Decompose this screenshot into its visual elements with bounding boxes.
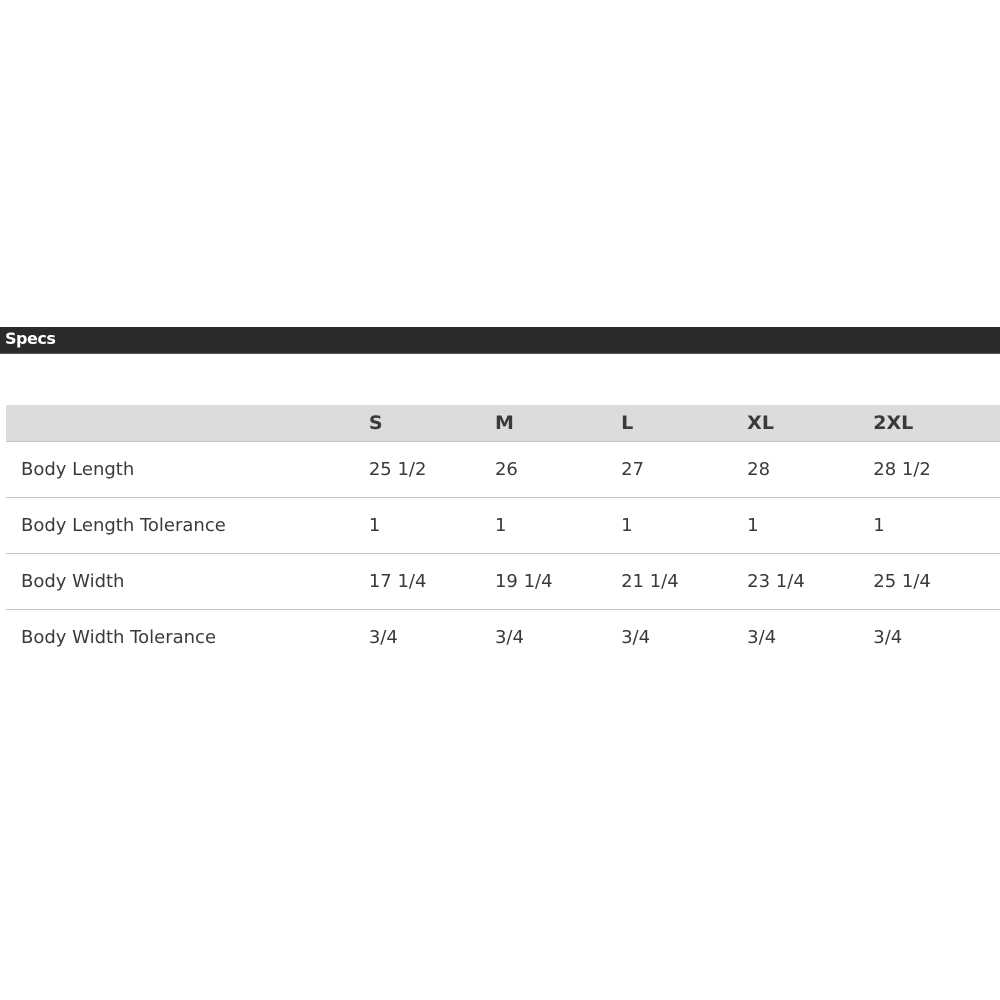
table-row: Body Width Tolerance 3/4 3/4 3/4 3/4 3/4 — [6, 609, 1000, 665]
table-cell: 1 — [621, 514, 633, 536]
table-cell: 23 1/4 — [747, 570, 805, 592]
table-cell: 3/4 — [747, 626, 777, 648]
table-cell: 3/4 — [494, 626, 524, 648]
column-header-xl: XL — [747, 411, 774, 434]
table-cell: 21 1/4 — [621, 570, 679, 592]
column-header-m: M — [494, 411, 514, 434]
table-cell: 26 — [494, 458, 518, 480]
table-cell: 3/4 — [368, 626, 398, 648]
table-cell: 25 1/2 — [368, 458, 427, 480]
section-title: Specs — [5, 329, 56, 348]
table-cell: 3/4 — [621, 626, 651, 648]
table-cell: 19 1/4 — [494, 570, 553, 592]
row-label: Body Width — [21, 570, 125, 592]
specs-table: S M L XL 2XL Body Length 25 1/2 26 27 28 28 1… — [6, 405, 1000, 665]
table-cell: 25 1/4 — [873, 570, 931, 592]
column-header — [6, 405, 369, 441]
row-label: Body Length Tolerance — [21, 514, 226, 536]
table-cell: 28 1/2 — [873, 458, 931, 480]
table-cell: 1 — [747, 514, 759, 536]
table-cell: 28 — [747, 458, 771, 480]
table-cell: 17 1/4 — [368, 570, 427, 592]
table-cell: 1 — [873, 514, 885, 536]
column-header-2xl: 2XL — [873, 411, 914, 434]
table-cell: 27 — [621, 458, 644, 480]
table-header-row: S M L XL 2XL — [6, 405, 1000, 441]
table-cell: 1 — [494, 514, 507, 536]
table-row: Body Length 25 1/2 26 27 28 28 1/2 — [6, 441, 1000, 497]
column-header-l: L — [621, 411, 634, 434]
table-cell: 1 — [368, 514, 381, 536]
table-cell: 3/4 — [873, 626, 903, 648]
section-header-bar: Specs — [0, 327, 1000, 354]
table-row: Body Length Tolerance 1 1 1 1 1 — [6, 497, 1000, 553]
row-label: Body Width Tolerance — [21, 626, 217, 648]
table-row: Body Width 17 1/4 19 1/4 21 1/4 23 1/4 25 1/4 — [6, 553, 1000, 609]
row-label: Body Length — [21, 458, 135, 480]
column-header-s: S — [368, 411, 383, 434]
